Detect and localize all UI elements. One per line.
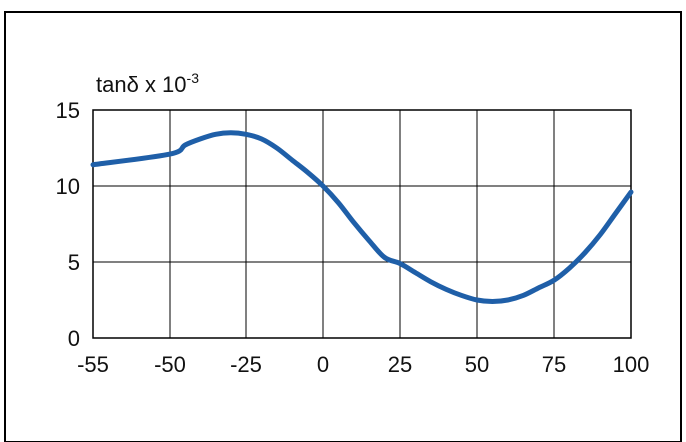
y-tick-label: 15 [56, 98, 80, 123]
x-tick-label: -50 [154, 352, 186, 377]
y-tick-label: 0 [68, 326, 80, 351]
x-tick-label: 50 [465, 352, 489, 377]
y-axis-label: tanδ x 10-3 [96, 70, 199, 97]
y-tick-label: 10 [56, 174, 80, 199]
x-axis-tick-labels: -55 -50 -25 0 25 50 75 100 [77, 352, 649, 377]
figure-border [4, 11, 682, 442]
y-axis-tick-labels: 0 5 10 15 [56, 98, 80, 351]
series-line-tan-delta [90, 130, 634, 305]
x-tick-label: 75 [542, 352, 566, 377]
x-tick-label: -25 [230, 352, 262, 377]
x-tick-label: 100 [613, 352, 650, 377]
y-tick-label: 5 [68, 250, 80, 275]
x-tick-label: 0 [317, 352, 329, 377]
x-tick-label: 25 [388, 352, 412, 377]
x-tick-label: -55 [77, 352, 109, 377]
plot-border [92, 109, 632, 339]
plot-area: -55 -50 -25 0 25 50 75 100 0 5 10 15 [56, 98, 650, 377]
